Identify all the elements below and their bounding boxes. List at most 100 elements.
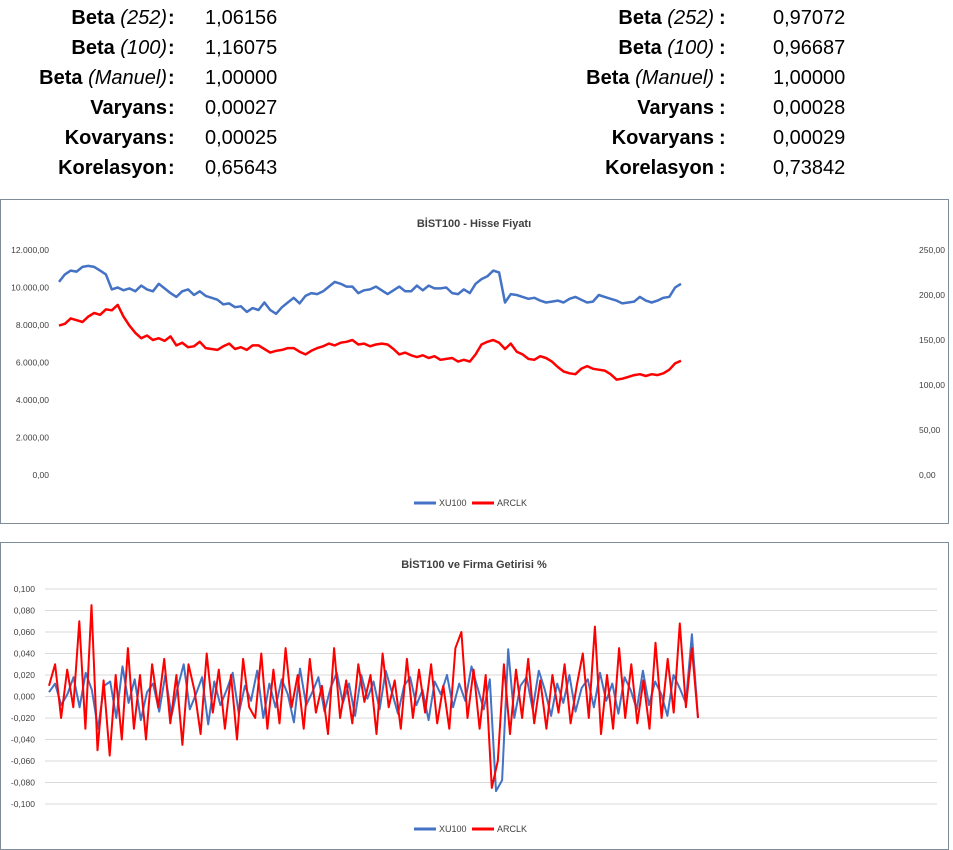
stat-value: 0,00028 bbox=[773, 97, 846, 119]
y-tick-label: 0,080 bbox=[14, 606, 36, 616]
stat-label-bold: Beta bbox=[618, 37, 668, 59]
stat-colon: : bbox=[719, 7, 726, 29]
stat-label-italic: (100) bbox=[667, 37, 714, 59]
stat-label: Varyans bbox=[90, 93, 167, 123]
stat-label: Korelasyon bbox=[605, 153, 714, 183]
stat-value: 0,97072 bbox=[773, 7, 846, 29]
stat-label: Varyans bbox=[637, 93, 714, 123]
y-tick-label: -0,080 bbox=[11, 778, 35, 788]
stat-row: Beta (100): 1,16075 bbox=[0, 33, 900, 63]
stat-label: Kovaryans bbox=[65, 123, 167, 153]
y2-tick-label: 100,00 bbox=[919, 380, 945, 390]
stat-value: 0,00027 bbox=[205, 97, 278, 119]
stat-colon: : bbox=[168, 97, 175, 119]
legend-label-xu100: XU100 bbox=[439, 824, 467, 834]
stat-label: Beta (Manuel) bbox=[39, 63, 167, 93]
return-chart-panel: BİST100 ve Firma Getirisi % -0,100 -0,080 -… bbox=[0, 542, 949, 850]
stat-row: Korelasyon: 0,65643 bbox=[0, 153, 900, 183]
stat-label-bold: Beta bbox=[586, 67, 636, 89]
stat-label: Beta (Manuel) bbox=[586, 63, 714, 93]
price-chart-panel: BİST100 - Hisse Fiyatı 0,00 2.000,00 4.000,… bbox=[0, 199, 949, 524]
stat-row: Varyans: 0,00027 bbox=[0, 93, 900, 123]
stat-value: 1,06156 bbox=[205, 7, 278, 29]
stat-label-bold: Beta bbox=[618, 7, 668, 29]
y-tick-label: 0,00 bbox=[32, 470, 49, 480]
stat-label: Beta (100) bbox=[71, 33, 167, 63]
y2-tick-label: 0,00 bbox=[919, 470, 936, 480]
stat-value: 0,73842 bbox=[773, 157, 846, 179]
stat-colon: : bbox=[168, 157, 175, 179]
stat-label: Beta (252) bbox=[618, 3, 714, 33]
y-tick-label: 0,060 bbox=[14, 627, 36, 637]
stat-colon: : bbox=[168, 67, 175, 89]
y2-tick-label: 150,00 bbox=[919, 335, 945, 345]
legend-label-arclk: ARCLK bbox=[497, 824, 527, 834]
stat-label: Kovaryans bbox=[612, 123, 714, 153]
stat-colon: : bbox=[719, 97, 726, 119]
stat-label-italic: (Manuel) bbox=[88, 67, 167, 89]
y-tick-label: 10.000,00 bbox=[11, 283, 49, 293]
y-tick-label: -0,040 bbox=[11, 735, 35, 745]
stat-label-bold: Kovaryans bbox=[64, 127, 167, 149]
stat-value: 0,65643 bbox=[205, 157, 278, 179]
stat-label-bold: Beta bbox=[71, 7, 121, 29]
stat-value: 0,00029 bbox=[773, 127, 846, 149]
stat-value: 1,16075 bbox=[205, 37, 278, 59]
stat-label-bold: Varyans bbox=[637, 97, 714, 119]
y-tick-label: 0,000 bbox=[14, 692, 36, 702]
stat-label: Korelasyon bbox=[58, 153, 167, 183]
y-tick-label: 2.000,00 bbox=[16, 433, 49, 443]
stat-label-bold: Korelasyon bbox=[58, 157, 167, 179]
stat-row: Beta (Manuel): 1,00000 bbox=[0, 63, 900, 93]
y-tick-label: 12.000,00 bbox=[11, 245, 49, 255]
stat-row: Kovaryans: 0,00029 bbox=[0, 123, 900, 153]
stat-row: Beta (252): 0,97072 bbox=[0, 3, 900, 33]
stat-label: Beta (252) bbox=[71, 3, 167, 33]
stat-label: Beta (100) bbox=[618, 33, 714, 63]
stat-colon: : bbox=[719, 37, 726, 59]
stat-value: 1,00000 bbox=[205, 67, 278, 89]
legend-label-xu100: XU100 bbox=[439, 498, 467, 508]
stat-label-italic: (252) bbox=[120, 7, 167, 29]
y-tick-label: -0,020 bbox=[11, 713, 35, 723]
stat-value: 0,00025 bbox=[205, 127, 278, 149]
stat-colon: : bbox=[719, 157, 726, 179]
stat-colon: : bbox=[719, 67, 726, 89]
stat-colon: : bbox=[719, 127, 726, 149]
stat-row: Beta (Manuel): 1,00000 bbox=[0, 63, 900, 93]
stat-label-bold: Korelasyon bbox=[605, 157, 714, 179]
stat-value: 1,00000 bbox=[773, 67, 846, 89]
chart-title: BİST100 ve Firma Getirisi % bbox=[401, 558, 547, 571]
stat-colon: : bbox=[168, 127, 175, 149]
stat-label-italic: (252) bbox=[667, 7, 714, 29]
stat-label-bold: Beta bbox=[39, 67, 89, 89]
stat-row: Varyans: 0,00028 bbox=[0, 93, 900, 123]
stat-label-bold: Kovaryans bbox=[611, 127, 714, 149]
stat-colon: : bbox=[168, 7, 175, 29]
y-tick-label: 0,020 bbox=[14, 670, 36, 680]
stat-row: Korelasyon: 0,73842 bbox=[0, 153, 900, 183]
stat-row: Beta (100): 0,96687 bbox=[0, 33, 900, 63]
y2-tick-label: 250,00 bbox=[919, 245, 945, 255]
stat-row: Kovaryans: 0,00025 bbox=[0, 123, 900, 153]
series-line-xu100 bbox=[58, 264, 682, 316]
stat-label-bold: Beta bbox=[71, 37, 121, 59]
stat-label-italic: (100) bbox=[120, 37, 167, 59]
y2-tick-label: 200,00 bbox=[919, 290, 945, 300]
return-chart: BİST100 ve Firma Getirisi % -0,100 -0,080 -… bbox=[11, 558, 937, 834]
series-line-arclk bbox=[48, 604, 699, 789]
y-tick-label: 8.000,00 bbox=[16, 320, 49, 330]
y-tick-label: 0,100 bbox=[14, 584, 36, 594]
y-tick-label: 4.000,00 bbox=[16, 395, 49, 405]
y-tick-label: 6.000,00 bbox=[16, 358, 49, 368]
stat-value: 0,96687 bbox=[773, 37, 846, 59]
stat-label-italic: (Manuel) bbox=[635, 67, 714, 89]
y2-tick-label: 50,00 bbox=[919, 425, 941, 435]
stat-colon: : bbox=[168, 37, 175, 59]
legend-label-arclk: ARCLK bbox=[497, 498, 527, 508]
stat-row: Beta (252): 1,06156 bbox=[0, 3, 900, 33]
stat-label-bold: Varyans bbox=[90, 97, 167, 119]
price-chart: BİST100 - Hisse Fiyatı 0,00 2.000,00 4.000,… bbox=[11, 217, 945, 508]
y-tick-label: 0,040 bbox=[14, 649, 36, 659]
series-line-arclk bbox=[58, 303, 682, 381]
